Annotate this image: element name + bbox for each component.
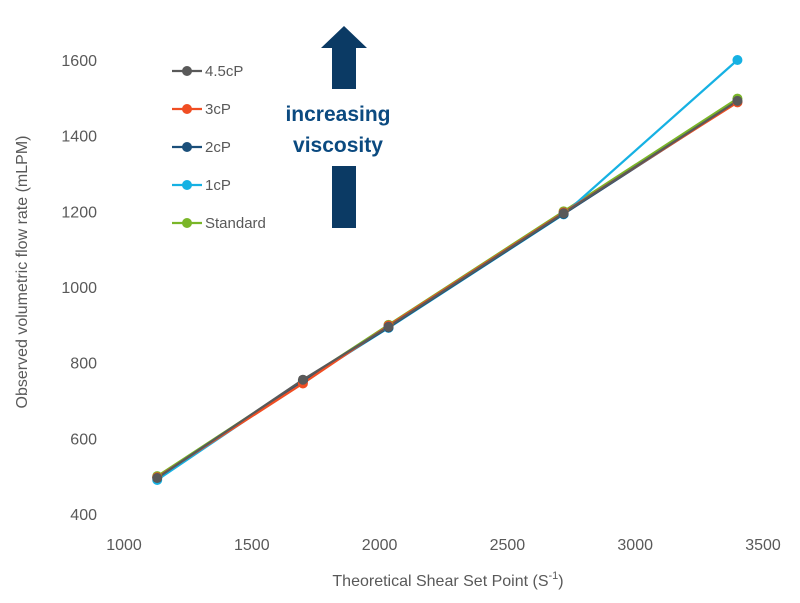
data-point-4-5cp — [383, 321, 394, 332]
data-point-4-5cp — [558, 208, 569, 219]
series-line-1cp — [156, 59, 739, 481]
legend-item: 2cP — [172, 139, 231, 156]
legend-item: 3cP — [172, 101, 231, 118]
x-axis-title-superscript: -1 — [549, 570, 559, 582]
arrow-shaft-lower — [332, 166, 356, 228]
x-axis-ticks: 1000 1500 2000 2500 3000 3500 — [106, 537, 781, 554]
y-tick-label: 400 — [70, 507, 97, 524]
legend-marker — [182, 142, 192, 152]
y-tick-label: 1600 — [61, 53, 97, 70]
legend-label: 3cP — [205, 101, 231, 118]
y-tick-label: 1000 — [61, 280, 97, 297]
y-tick-label: 800 — [70, 356, 97, 373]
y-tick-label: 600 — [70, 431, 97, 448]
x-axis-title: Theoretical Shear Set Point (S-1) — [332, 570, 563, 590]
legend-marker — [182, 180, 192, 190]
legend-label: Standard — [205, 215, 266, 232]
series-points — [152, 55, 743, 485]
x-tick-label: 1500 — [234, 537, 270, 554]
x-axis-title-main: Theoretical Shear Set Point (S — [332, 573, 548, 590]
x-tick-label: 3500 — [745, 537, 781, 554]
data-point-4-5cp — [297, 374, 308, 385]
legend-item: 1cP — [172, 177, 231, 194]
legend-marker — [182, 66, 192, 76]
x-tick-label: 1000 — [106, 537, 142, 554]
y-tick-label: 1400 — [61, 129, 97, 146]
legend-item: 4.5cP — [172, 63, 243, 80]
y-tick-label: 1200 — [61, 204, 97, 221]
data-point-4-5cp — [732, 95, 743, 106]
y-axis-ticks: 400 600 800 1000 1200 1400 1600 — [61, 53, 97, 524]
x-tick-label: 3000 — [617, 537, 653, 554]
legend-marker — [182, 104, 192, 114]
arrow-up-icon — [321, 26, 367, 89]
x-axis-title-end: ) — [558, 573, 563, 590]
x-tick-label: 2500 — [490, 537, 526, 554]
annotation-line-1: increasing — [285, 103, 390, 126]
annotation-line-2: viscosity — [293, 134, 383, 157]
legend-label: 2cP — [205, 139, 231, 156]
axes: 400 600 800 1000 1200 1400 1600 1000 1500 2000 25… — [14, 53, 781, 590]
viscosity-annotation: increasing viscosity — [285, 26, 391, 228]
data-point-1cp — [732, 55, 743, 65]
data-point-4-5cp — [152, 473, 163, 484]
y-axis-title: Observed volumetric flow rate (mLPM) — [14, 136, 31, 409]
legend-marker — [182, 218, 192, 228]
legend-label: 1cP — [205, 177, 231, 194]
legend: 4.5cP 3cP 2cP 1cP Standard — [172, 63, 266, 232]
legend-item: Standard — [172, 215, 266, 232]
series-lines — [156, 59, 739, 481]
legend-label: 4.5cP — [205, 63, 243, 80]
x-tick-label: 2000 — [362, 537, 398, 554]
